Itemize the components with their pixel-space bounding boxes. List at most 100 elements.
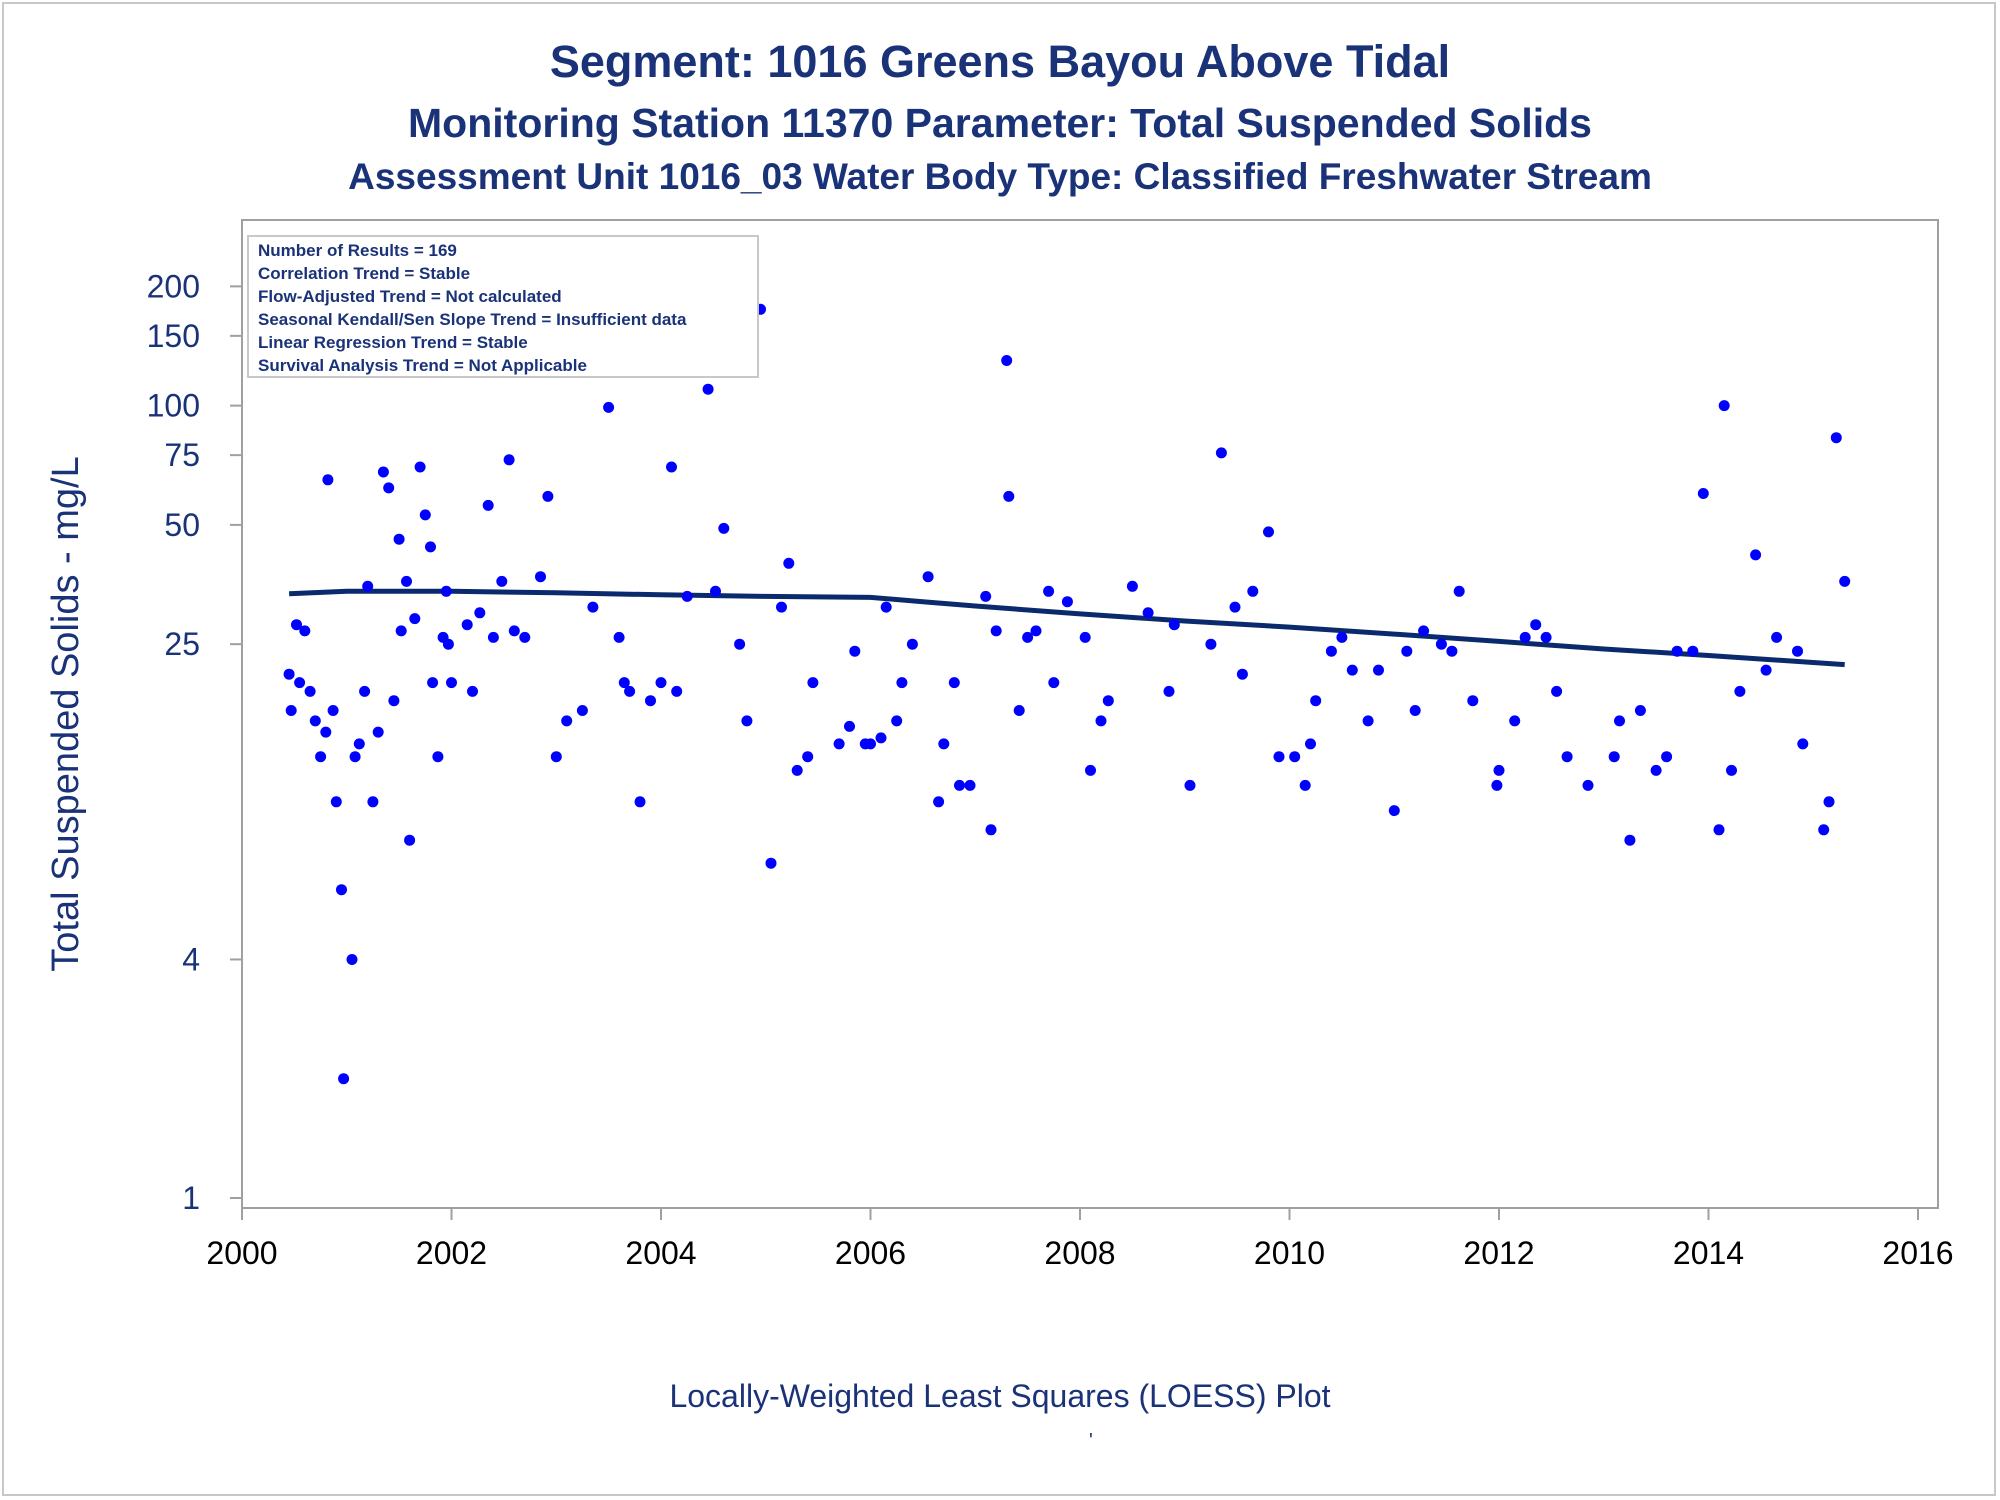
data-point [980, 590, 992, 602]
data-point [315, 751, 327, 763]
data-point [404, 834, 416, 846]
stats-line: Seasonal Kendall/Sen Slope Trend = Insuf… [258, 310, 687, 329]
data-point [880, 601, 892, 613]
data-point [1614, 715, 1625, 727]
data-point [419, 509, 431, 521]
data-point [442, 638, 454, 650]
data-point [1030, 625, 1042, 637]
data-point [1102, 695, 1114, 707]
chart-subtitle: Monitoring Station 11370 Parameter: Tota… [408, 100, 1592, 146]
data-point [1661, 751, 1673, 763]
data-point [1830, 432, 1842, 444]
data-point [425, 541, 436, 553]
chart-subtitle-2: Assessment Unit 1016_03 Water Body Type:… [348, 156, 1652, 197]
stats-line: Linear Regression Trend = Stable [258, 333, 528, 352]
x-tick-label: 2004 [625, 1235, 696, 1271]
stats-line: Correlation Trend = Stable [258, 264, 470, 283]
data-point [1373, 664, 1384, 676]
data-point [1215, 447, 1227, 459]
data-point [1540, 631, 1552, 643]
y-tick-label: 1 [182, 1180, 200, 1216]
data-point [285, 705, 297, 716]
x-tick-label: 2014 [1673, 1235, 1744, 1271]
data-point [1687, 645, 1699, 657]
data-point [849, 645, 861, 657]
x-tick-label: 2006 [835, 1235, 906, 1271]
data-point [938, 738, 950, 750]
y-tick-label: 150 [147, 318, 200, 354]
y-axis: 1 4 25 50 75 100 150 200 [147, 268, 242, 1216]
data-point [1310, 695, 1322, 707]
data-point [388, 695, 400, 707]
data-point [535, 571, 546, 583]
data-point [1043, 585, 1055, 597]
data-point [1734, 685, 1746, 697]
data-point [291, 619, 302, 631]
data-point [718, 522, 730, 534]
y-tick-label: 50 [164, 507, 200, 543]
data-point [954, 779, 965, 791]
data-point [1085, 764, 1096, 776]
data-point [346, 954, 358, 965]
stats-box: Number of Results = 169 Correlation Trend… [247, 235, 759, 378]
data-point [1263, 526, 1274, 538]
plot-area-frame [241, 219, 1939, 1209]
data-point [519, 631, 531, 643]
data-point [1229, 601, 1241, 613]
data-point [330, 796, 342, 808]
data-point [1750, 549, 1762, 561]
data-point [372, 726, 384, 738]
data-point [1273, 751, 1285, 763]
data-point [409, 613, 421, 625]
data-point [666, 461, 677, 473]
data-point [671, 685, 683, 697]
data-point [776, 601, 787, 613]
data-point [336, 884, 347, 896]
data-point [833, 738, 845, 750]
data-point [1095, 715, 1107, 727]
data-point [1608, 751, 1620, 763]
data-point [1650, 764, 1662, 776]
data-point [432, 751, 444, 763]
data-point [467, 685, 478, 697]
data-point [1163, 685, 1175, 697]
data-point [613, 631, 625, 643]
data-point [985, 824, 997, 836]
data-point [401, 575, 412, 587]
data-point [304, 685, 316, 697]
loess-line [288, 588, 1845, 668]
data-point [283, 668, 295, 680]
data-point [1530, 619, 1542, 631]
data-point [964, 779, 976, 791]
stats-line: Survival Analysis Trend = Not Applicable [258, 356, 587, 375]
data-point [681, 590, 693, 602]
footnote-mark: ' [1089, 1430, 1093, 1452]
y-axis-label: Total Suspended Solids - mg/L [45, 456, 87, 971]
data-point [1435, 638, 1447, 650]
data-point [741, 715, 753, 727]
data-point [1760, 664, 1772, 676]
data-point [550, 751, 562, 763]
y-tick-label: 4 [182, 941, 200, 977]
data-point [446, 677, 457, 689]
data-point [906, 638, 918, 650]
data-point [1325, 645, 1337, 657]
data-point [1509, 715, 1521, 727]
y-tick-label: 200 [147, 268, 200, 304]
x-axis: 2000 2002 2004 2006 2008 2010 2012 2014 2016 [206, 1208, 1954, 1271]
data-point [299, 625, 311, 637]
data-point [1718, 400, 1730, 412]
data-point [1299, 779, 1311, 791]
chart-title: Segment: 1016 Greens Bayou Above Tidal [549, 36, 1451, 87]
data-point [320, 726, 332, 738]
data-point [948, 677, 960, 689]
data-point [802, 751, 814, 763]
data-point [1022, 631, 1034, 643]
data-point [791, 764, 803, 776]
data-point [427, 677, 439, 689]
data-point [487, 631, 499, 643]
x-tick-label: 2012 [1463, 1235, 1534, 1271]
data-point [1362, 715, 1374, 727]
data-point [587, 601, 599, 613]
data-point [461, 619, 473, 631]
